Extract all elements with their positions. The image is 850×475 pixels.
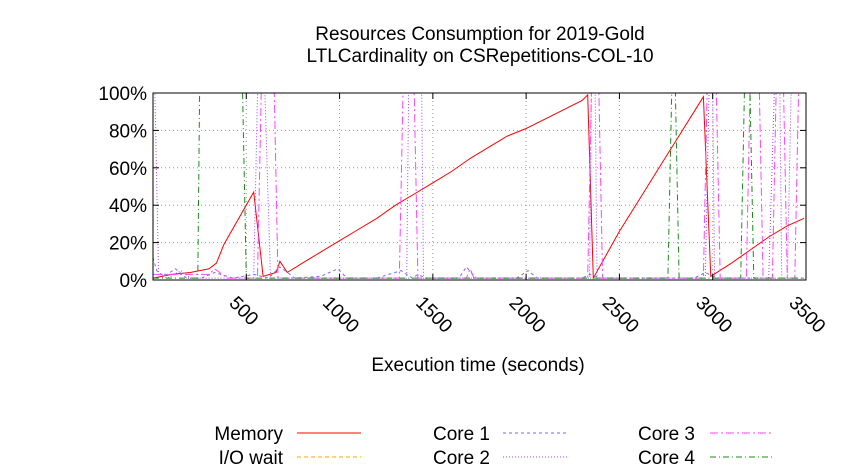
y-tick-label: 80% [109,121,147,142]
legend-label: Memory [214,424,283,445]
chart-title-line-1: Resources Consumption for 2019-Gold [315,24,645,45]
y-tick-label: 0% [120,271,148,292]
x-tick-label: 3500 [784,293,829,338]
x-tick-label: 500 [225,293,262,330]
y-tick-label: 100% [98,84,147,105]
x-tick-label: 3000 [691,293,736,338]
x-tick-label: 1500 [411,293,456,338]
y-tick-label: 20% [109,234,147,255]
series-line-core-3 [153,92,805,279]
series-line-core-1 [152,257,805,279]
y-tick-label: 60% [109,159,147,180]
series-line-core-2 [153,92,805,279]
plot-frame [152,92,807,281]
x-tick-label: 2000 [505,293,550,338]
x-tick-label: 1000 [318,293,363,338]
legend-label: I/O wait [219,448,284,469]
legend-label: Core 4 [638,448,695,469]
legend-label: Core 3 [638,424,695,445]
chart-title-line-2: LTLCardinality on CSRepetitions-COL-10 [306,46,653,67]
legend-label: Core 1 [433,424,490,445]
legend-label: Core 2 [433,448,490,469]
series-line-memory [152,93,805,280]
y-tick-label: 40% [109,196,147,217]
x-axis-label: Execution time (seconds) [371,355,584,376]
x-tick-label: 2500 [598,293,643,338]
